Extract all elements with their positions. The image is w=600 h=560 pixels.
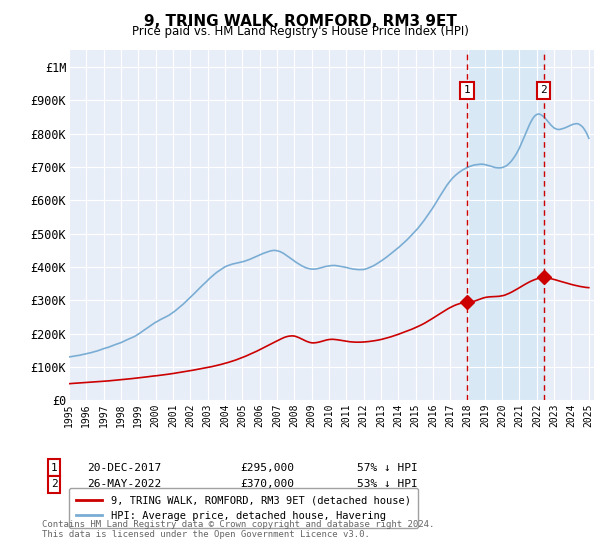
Text: 1: 1 — [464, 85, 470, 95]
Bar — [467, 50, 544, 400]
Text: 9, TRING WALK, ROMFORD, RM3 9ET: 9, TRING WALK, ROMFORD, RM3 9ET — [143, 14, 457, 29]
Text: Contains HM Land Registry data © Crown copyright and database right 2024.
This d: Contains HM Land Registry data © Crown c… — [42, 520, 434, 539]
Text: 1: 1 — [50, 463, 58, 473]
Text: 20-DEC-2017: 20-DEC-2017 — [87, 463, 161, 473]
Text: 2: 2 — [541, 85, 547, 95]
Text: £370,000: £370,000 — [240, 479, 294, 489]
Text: 2: 2 — [50, 479, 58, 489]
Legend: 9, TRING WALK, ROMFORD, RM3 9ET (detached house), HPI: Average price, detached h: 9, TRING WALK, ROMFORD, RM3 9ET (detache… — [69, 488, 418, 528]
Text: 26-MAY-2022: 26-MAY-2022 — [87, 479, 161, 489]
Text: 57% ↓ HPI: 57% ↓ HPI — [357, 463, 418, 473]
Text: Price paid vs. HM Land Registry's House Price Index (HPI): Price paid vs. HM Land Registry's House … — [131, 25, 469, 38]
Text: 53% ↓ HPI: 53% ↓ HPI — [357, 479, 418, 489]
Text: £295,000: £295,000 — [240, 463, 294, 473]
